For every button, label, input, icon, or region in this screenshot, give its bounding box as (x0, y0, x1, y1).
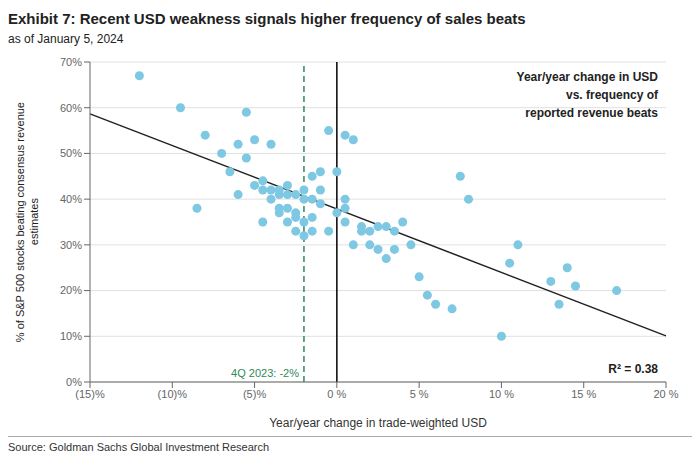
svg-text:5 %: 5 % (410, 388, 429, 400)
svg-text:70%: 70% (60, 56, 82, 68)
svg-text:Year/year change in trade-weig: Year/year change in trade-weighted USD (269, 416, 487, 430)
svg-text:(15)%: (15)% (75, 388, 105, 400)
svg-text:50%: 50% (60, 147, 82, 159)
svg-text:10%: 10% (60, 330, 82, 342)
svg-text:20%: 20% (60, 284, 82, 296)
html-text:Exhibit 7: Recent USD weakness: Exhibit 7: Recent USD weakness signals h… (8, 10, 526, 27)
html-text:% of S&P 500 stocks beating co: % of S&P 500 stocks beating consensus re… (14, 101, 40, 343)
svg-text:10 %: 10 % (489, 388, 514, 400)
svg-text:(5)%: (5)% (243, 388, 266, 400)
svg-text:0%: 0% (66, 376, 82, 388)
html-text:as of January 5, 2024: as of January 5, 2024 (8, 32, 124, 46)
svg-text:0 %: 0 % (327, 388, 346, 400)
html-text:Source: Goldman Sachs Global I: Source: Goldman Sachs Global Investment … (8, 441, 270, 453)
html-text:Year/year change in USD vs. fr: Year/year change in USD vs. frequency of… (516, 70, 658, 120)
svg-text:20 %: 20 % (653, 388, 678, 400)
svg-text:30%: 30% (60, 239, 82, 251)
html-text:R² = 0.38: R² = 0.38 (608, 362, 658, 376)
svg-text:(10)%: (10)% (158, 388, 188, 400)
svg-text:60%: 60% (60, 102, 82, 114)
svg-text:15 %: 15 % (571, 388, 596, 400)
svg-text:4Q 2023: -2%: 4Q 2023: -2% (231, 367, 299, 379)
svg-text:40%: 40% (60, 193, 82, 205)
